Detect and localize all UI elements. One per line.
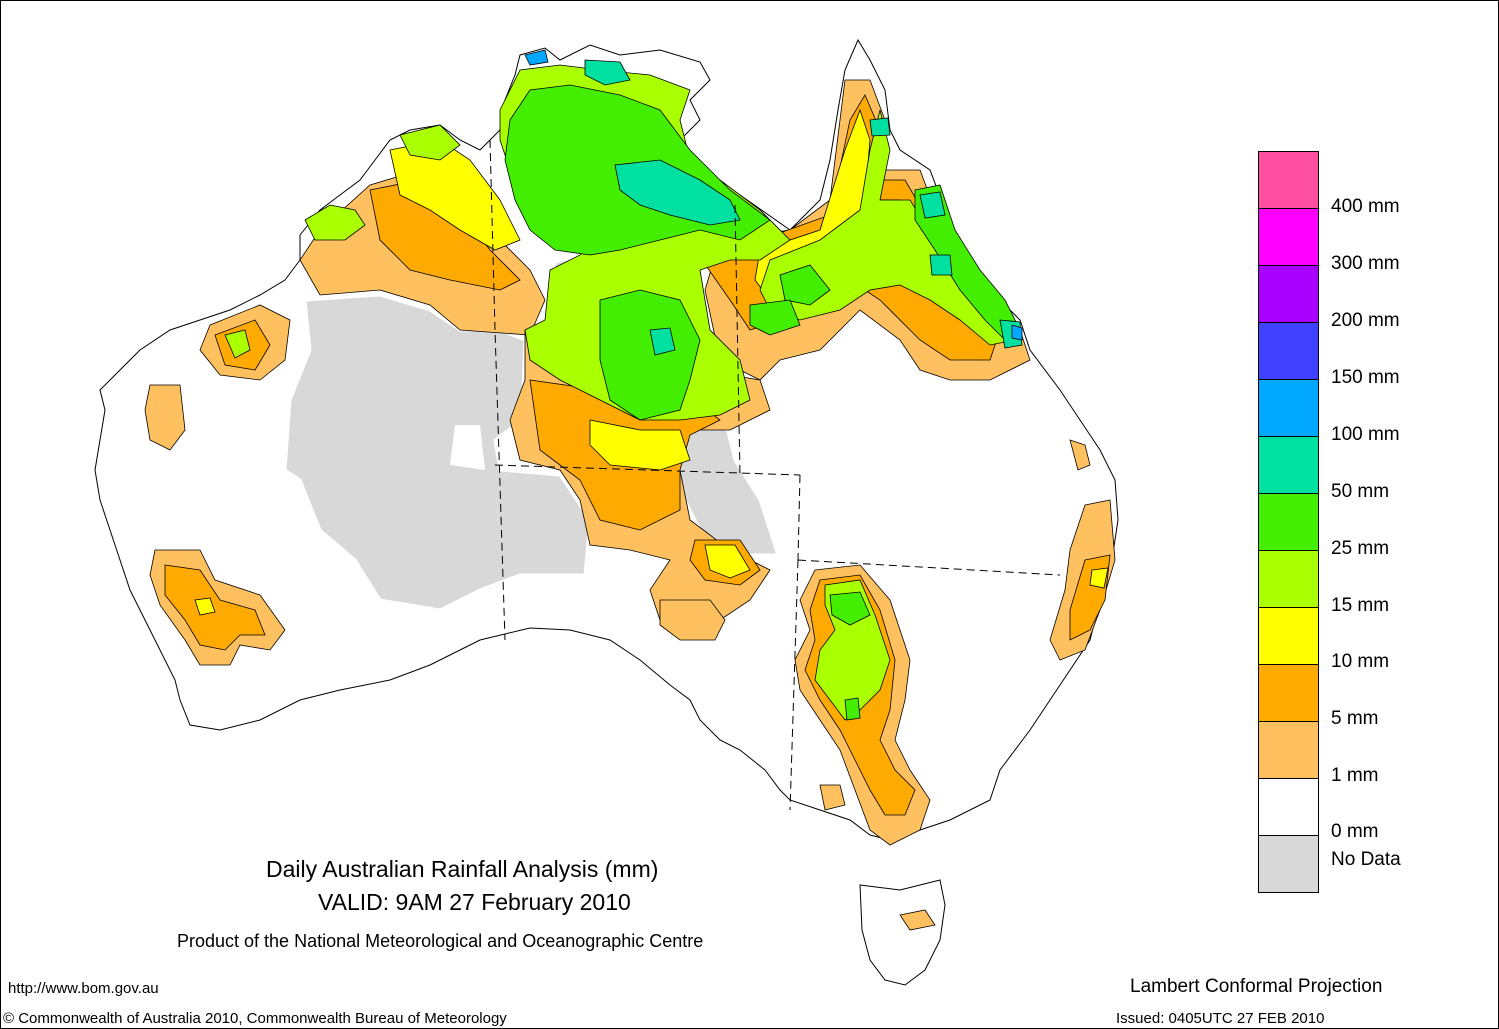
legend-label: 400 mm xyxy=(1331,196,1400,217)
projection-note: Lambert Conformal Projection xyxy=(1130,976,1383,997)
legend-swatch xyxy=(1258,151,1319,208)
wa-border xyxy=(489,139,506,641)
rain-25-50-nsw xyxy=(829,591,871,626)
nt-qld-border xyxy=(734,204,741,476)
rain-25-50-central xyxy=(599,289,701,421)
tasmania-outline xyxy=(859,879,946,986)
product-note: Product of the National Meteorological a… xyxy=(177,931,704,951)
rain-1-5-wa-west xyxy=(144,384,186,451)
rain-1-5-tas xyxy=(899,909,936,931)
legend-label: 300 mm xyxy=(1331,253,1400,274)
bom-url-link[interactable]: http://www.bom.gov.au xyxy=(8,980,159,997)
rain-50-100-cape xyxy=(869,117,891,137)
legend-label: 150 mm xyxy=(1331,367,1400,388)
legend-swatch xyxy=(1258,607,1319,664)
rain-10-15-north xyxy=(389,139,521,251)
legend-swatch xyxy=(1258,379,1319,436)
nt-sa-border xyxy=(494,464,801,476)
rain-100-150-qld xyxy=(1011,324,1023,341)
legend-label: 15 mm xyxy=(1331,595,1390,616)
rain-1-5-qld-coast xyxy=(1069,439,1091,471)
rain-1-5-sa-small xyxy=(659,599,726,641)
legend-label: 200 mm xyxy=(1331,310,1400,331)
rain-10-15-sa xyxy=(704,544,751,579)
rain-100-150-arnhem xyxy=(524,49,549,66)
copyright-notice: © Commonwealth of Australia 2010, Common… xyxy=(3,1010,507,1027)
legend-label: 25 mm xyxy=(1331,538,1390,559)
legend-swatch xyxy=(1258,322,1319,379)
legend-swatch xyxy=(1258,778,1319,835)
valid-date: VALID: 9AM 27 February 2010 xyxy=(318,889,631,915)
rain-5-10-wa-south xyxy=(164,564,266,651)
issued-time: Issued: 0405UTC 27 FEB 2010 xyxy=(1116,1010,1325,1027)
legend-label: No Data xyxy=(1331,849,1401,870)
qld-nsw-border xyxy=(797,559,1061,576)
rain-50-100-arnhem xyxy=(584,59,631,86)
rain-10-15-wa xyxy=(194,597,216,616)
rain-25-50-qld-inland xyxy=(749,299,801,336)
rainfall-legend xyxy=(1258,151,1319,893)
legend-swatch xyxy=(1258,664,1319,721)
rain-25-50-qld xyxy=(779,264,831,306)
rain-50-100-top-end xyxy=(614,159,741,226)
legend-label: 100 mm xyxy=(1331,424,1400,445)
rain-10-15-coast xyxy=(1089,567,1109,589)
legend-swatch xyxy=(1258,721,1319,778)
no-data-region-lake xyxy=(450,425,485,470)
legend-label: 10 mm xyxy=(1331,651,1390,672)
legend-swatch xyxy=(1258,436,1319,493)
legend-label: 5 mm xyxy=(1331,708,1379,729)
legend-swatch xyxy=(1258,550,1319,607)
legend-swatch xyxy=(1258,835,1319,893)
rain-1-5-vic-west xyxy=(819,784,846,811)
rain-15-25-wa xyxy=(224,329,251,359)
legend-swatch xyxy=(1258,208,1319,265)
legend-label: 50 mm xyxy=(1331,481,1390,502)
rain-15-25-kimberley-coast xyxy=(399,124,461,161)
rain-10-15-central xyxy=(589,419,691,471)
sa-nsw-border xyxy=(789,559,799,811)
legend-swatch xyxy=(1258,493,1319,550)
rain-15-25-kimberley xyxy=(304,204,366,241)
rain-25-50-nsw-south xyxy=(844,697,861,721)
legend-swatch xyxy=(1258,265,1319,322)
state-borders xyxy=(489,139,1061,811)
rain-50-100-qld-coast xyxy=(919,191,946,219)
legend-label: 0 mm xyxy=(1331,821,1379,842)
rain-50-100-qld-coast-2 xyxy=(929,254,953,276)
map-title: Daily Australian Rainfall Analysis (mm) xyxy=(266,856,659,882)
rain-50-100-central xyxy=(649,327,676,356)
sa-qld-border xyxy=(797,474,801,561)
legend-label: 1 mm xyxy=(1331,765,1379,786)
